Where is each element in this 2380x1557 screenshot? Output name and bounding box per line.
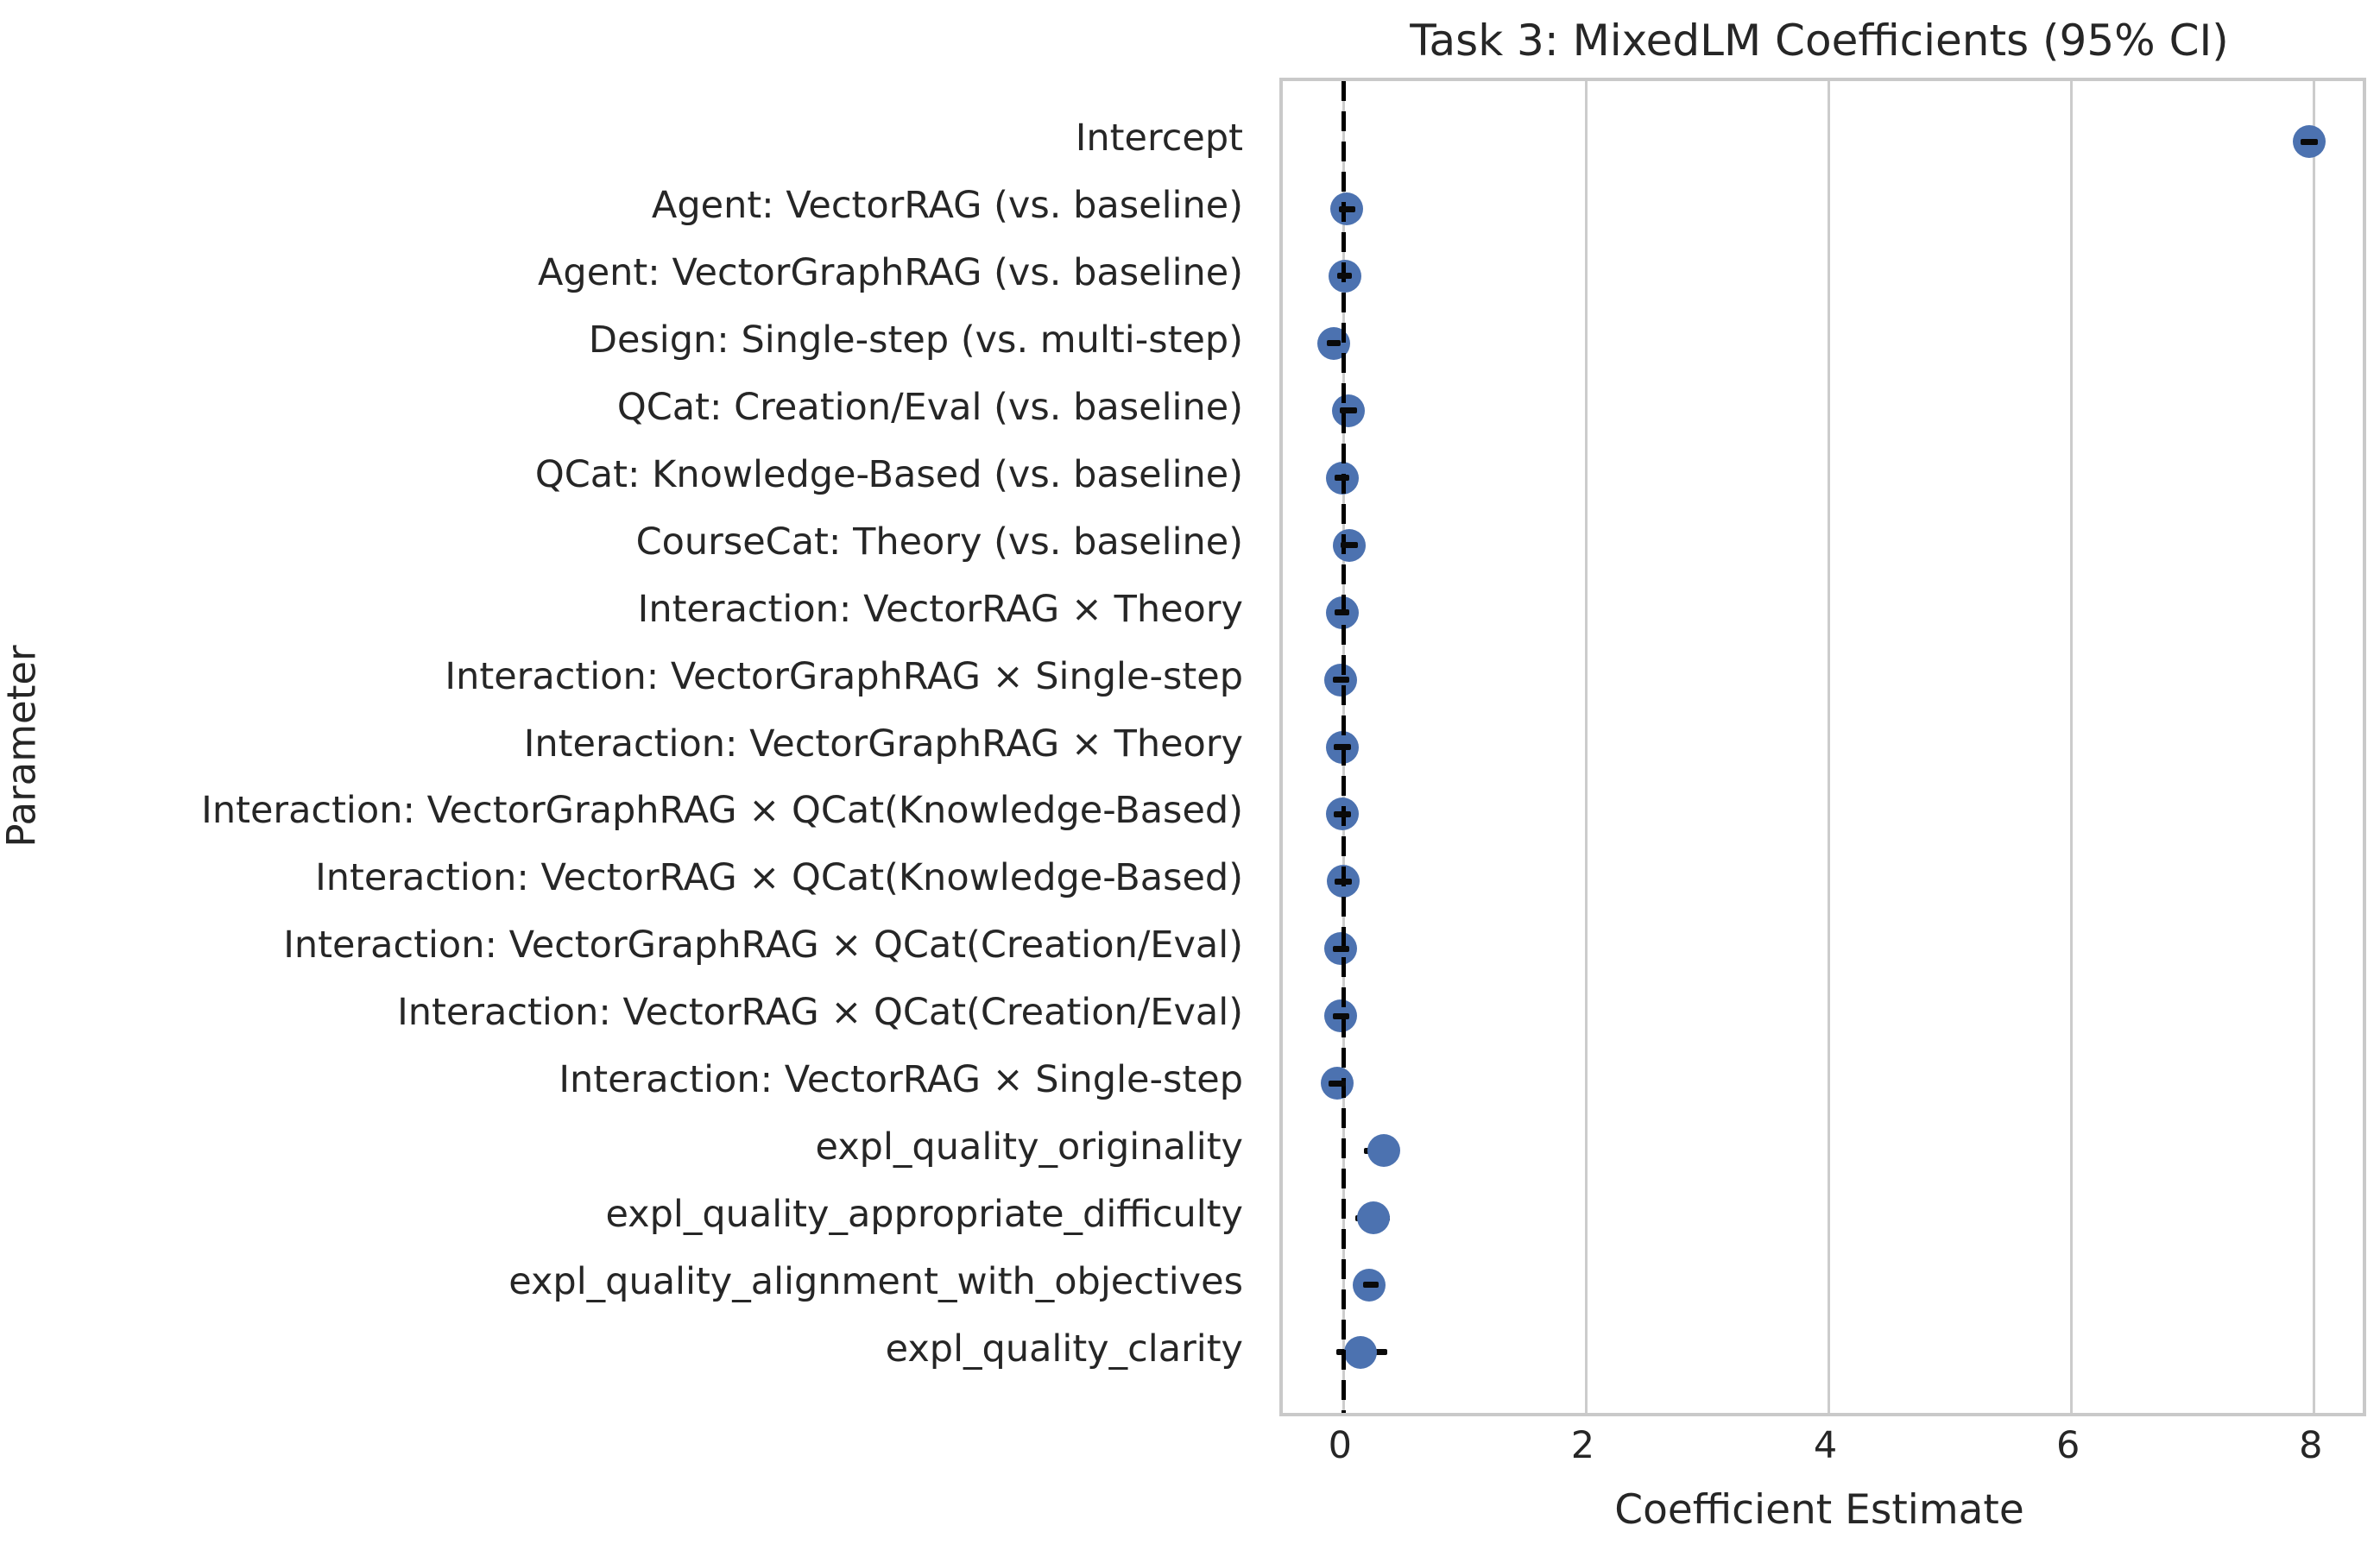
x-tick-labels: 0 2 4 6 8	[1279, 1424, 2359, 1476]
error-bar	[1334, 810, 1351, 817]
error-bar	[1332, 1012, 1350, 1019]
parameter-label: expl_quality_originality	[815, 1125, 1243, 1169]
x-tick-label-2: 2	[1570, 1424, 1595, 1467]
data-point	[1343, 1335, 1377, 1369]
x-tick-label-0: 0	[1328, 1424, 1352, 1467]
x-tick-label-4: 4	[1813, 1424, 1838, 1467]
error-bar	[1329, 1080, 1347, 1087]
parameter-label: Interaction: VectorRAG × Theory	[637, 587, 1243, 631]
x-axis-label: Coefficient Estimate	[1614, 1486, 2024, 1534]
chart-title: Task 3: MixedLM Coefficients (95% CI)	[1410, 16, 2229, 66]
parameter-label: Interaction: VectorGraphRAG × Single-ste…	[445, 654, 1243, 698]
x-tick-label-6: 6	[2055, 1424, 2080, 1467]
parameter-label: Agent: VectorRAG (vs. baseline)	[651, 184, 1243, 228]
parameter-label: QCat: Knowledge-Based (vs. baseline)	[534, 452, 1243, 496]
parameter-label: Design: Single-step (vs. multi-step)	[588, 318, 1243, 362]
parameter-label: Interaction: VectorRAG × Single-step	[559, 1058, 1243, 1102]
parameter-label: Interaction: VectorRAG × QCat(Knowledge-…	[315, 856, 1243, 900]
error-bar	[1326, 340, 1342, 347]
parameter-label: Agent: VectorGraphRAG (vs. baseline)	[538, 250, 1243, 294]
error-bar	[1362, 1282, 1379, 1289]
gridline-x-4	[1828, 81, 1831, 1413]
gridline-x-6	[2070, 81, 2074, 1413]
parameter-label: CourseCat: Theory (vs. baseline)	[635, 520, 1243, 564]
error-bar	[1335, 475, 1350, 482]
gridline-x-8	[2313, 81, 2316, 1413]
error-bar	[1334, 744, 1351, 750]
gridline-x-2	[1584, 81, 1588, 1413]
error-bar	[1341, 542, 1359, 549]
parameter-label: expl_quality_clarity	[885, 1327, 1243, 1371]
parameter-label: Interaction: VectorRAG × QCat(Creation/E…	[397, 991, 1243, 1035]
error-bar	[1338, 205, 1356, 212]
error-bar	[2301, 138, 2318, 145]
y-tick-labels: Intercept Agent: VectorRAG (vs. baseline)…	[0, 78, 1243, 1409]
parameter-label: expl_quality_appropriate_difficulty	[605, 1193, 1243, 1236]
error-bar	[1332, 945, 1350, 952]
parameter-label: Intercept	[1075, 117, 1243, 161]
parameter-label: Interaction: VectorGraphRAG × QCat(Knowl…	[201, 789, 1243, 833]
error-bar	[1337, 273, 1353, 280]
parameter-label: Interaction: VectorGraphRAG × Theory	[523, 722, 1243, 766]
x-tick-label-8: 8	[2299, 1424, 2323, 1467]
error-bar	[1340, 407, 1357, 414]
error-bar	[1335, 878, 1353, 885]
error-bar	[1335, 609, 1350, 616]
parameter-label: expl_quality_alignment_with_objectives	[508, 1259, 1243, 1303]
parameter-label: QCat: Creation/Eval (vs. baseline)	[616, 385, 1243, 429]
parameter-label: Interaction: VectorGraphRAG × QCat(Creat…	[283, 923, 1243, 968]
error-bar	[1332, 677, 1350, 684]
plot-area	[1279, 78, 2366, 1416]
data-point	[1367, 1134, 1400, 1168]
data-point	[1357, 1201, 1391, 1234]
